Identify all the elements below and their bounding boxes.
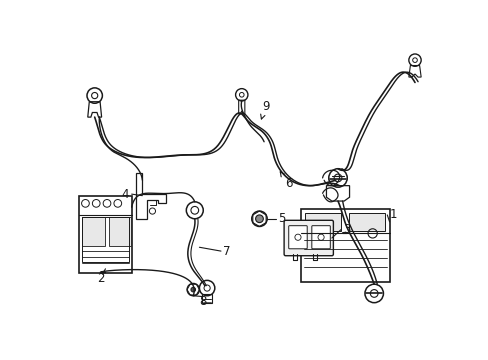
Bar: [81, 217, 129, 262]
FancyBboxPatch shape: [311, 226, 329, 249]
Text: 3: 3: [343, 223, 350, 236]
Text: 6: 6: [280, 172, 292, 190]
FancyBboxPatch shape: [284, 220, 333, 256]
Text: 1: 1: [389, 208, 396, 221]
FancyBboxPatch shape: [288, 226, 306, 249]
Circle shape: [255, 215, 263, 222]
Bar: [79, 195, 131, 273]
Bar: [305, 213, 341, 231]
Text: 8: 8: [199, 296, 206, 309]
Text: 9: 9: [260, 100, 269, 119]
Bar: [301, 209, 389, 282]
Bar: [82, 217, 104, 247]
Bar: [108, 217, 131, 247]
Bar: [348, 213, 384, 231]
Text: 2: 2: [97, 271, 104, 284]
Circle shape: [190, 287, 195, 292]
Text: 7: 7: [223, 244, 230, 258]
Text: 5: 5: [278, 212, 285, 225]
Text: 4: 4: [122, 188, 129, 201]
